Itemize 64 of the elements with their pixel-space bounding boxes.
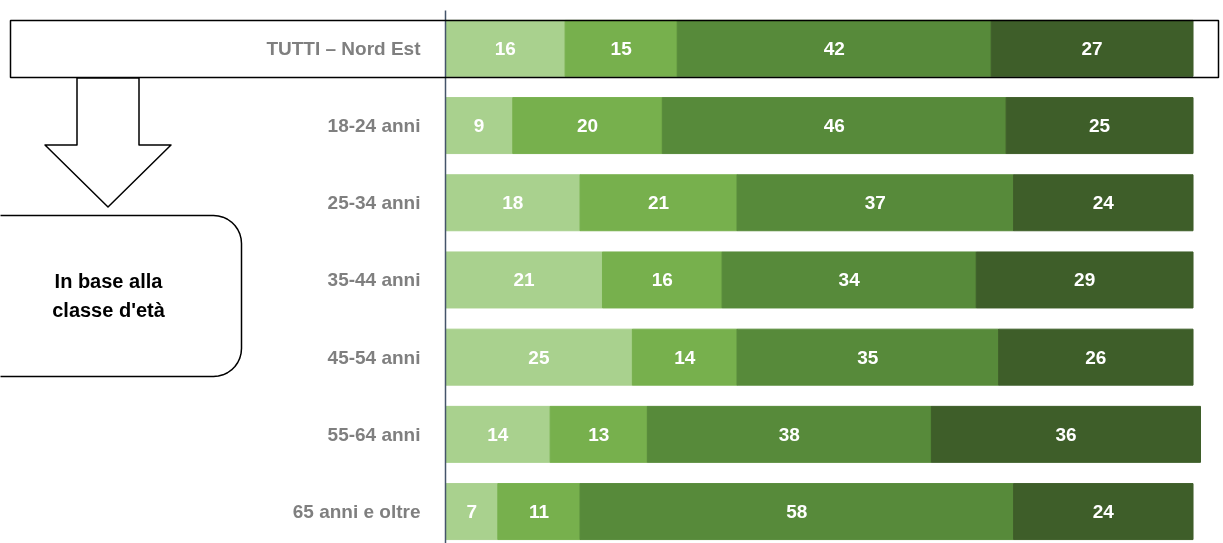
bar <box>512 97 663 155</box>
bar <box>998 328 1194 386</box>
bar <box>721 251 977 309</box>
data-label: 24 <box>1092 501 1115 523</box>
bar <box>1013 483 1194 541</box>
y-tick-label: TUTTI – Nord Est <box>266 37 422 59</box>
y-tick-label: 65 anni e oltre <box>292 501 421 523</box>
bar <box>445 328 633 386</box>
bar <box>736 328 1000 386</box>
y-tick-label: 18-24 anni <box>327 115 421 137</box>
bar <box>631 328 738 386</box>
bar <box>1005 97 1194 155</box>
data-label: 26 <box>1085 346 1107 368</box>
data-label: 11 <box>528 501 550 523</box>
data-label: 18 <box>502 192 524 214</box>
data-label: 25 <box>1089 115 1111 137</box>
bar <box>601 251 723 309</box>
data-label: 27 <box>1081 37 1103 59</box>
bar <box>990 19 1194 77</box>
data-label: 21 <box>647 192 670 214</box>
y-tick-label: 25-34 anni <box>327 192 421 214</box>
data-label: 46 <box>823 115 845 137</box>
data-label: 25 <box>528 346 550 368</box>
data-label: 9 <box>473 115 485 137</box>
data-label: 36 <box>1055 423 1077 445</box>
data-label: 20 <box>576 115 599 137</box>
bar <box>676 19 992 77</box>
y-tick-label: 35-44 anni <box>327 269 421 291</box>
data-label: 42 <box>823 37 845 59</box>
bar <box>445 483 499 541</box>
data-label: 37 <box>864 192 886 214</box>
y-tick-label: 55-64 anni <box>327 423 421 445</box>
data-label: 24 <box>1092 192 1115 214</box>
bar <box>497 483 581 541</box>
data-label: 29 <box>1074 269 1096 291</box>
data-label: 7 <box>466 501 477 523</box>
text: In base alla classe d'età <box>52 269 166 322</box>
data-label: 16 <box>494 37 516 59</box>
bar <box>445 174 581 232</box>
bar <box>579 483 1015 541</box>
bar <box>930 405 1201 463</box>
data-label: 38 <box>778 423 800 445</box>
data-label: 35 <box>857 346 879 368</box>
data-label: 21 <box>513 269 535 291</box>
data-label: 58 <box>786 501 808 523</box>
data-label: 34 <box>838 269 861 291</box>
bar <box>661 97 1007 155</box>
y-tick-label: 45-54 anni <box>327 346 421 368</box>
bar <box>579 174 738 232</box>
bar <box>1013 174 1194 232</box>
bar <box>646 405 932 463</box>
bar <box>445 251 603 309</box>
bar <box>445 19 566 77</box>
data-label: 13 <box>588 423 610 445</box>
data-label: 16 <box>651 269 673 291</box>
bar <box>975 251 1194 309</box>
bar <box>445 405 551 463</box>
bar <box>564 19 678 77</box>
bar <box>736 174 1015 232</box>
data-label: 15 <box>610 37 633 59</box>
bar <box>549 405 648 463</box>
data-label: 14 <box>487 423 509 445</box>
data-label: 14 <box>674 346 696 368</box>
bar <box>445 97 514 155</box>
